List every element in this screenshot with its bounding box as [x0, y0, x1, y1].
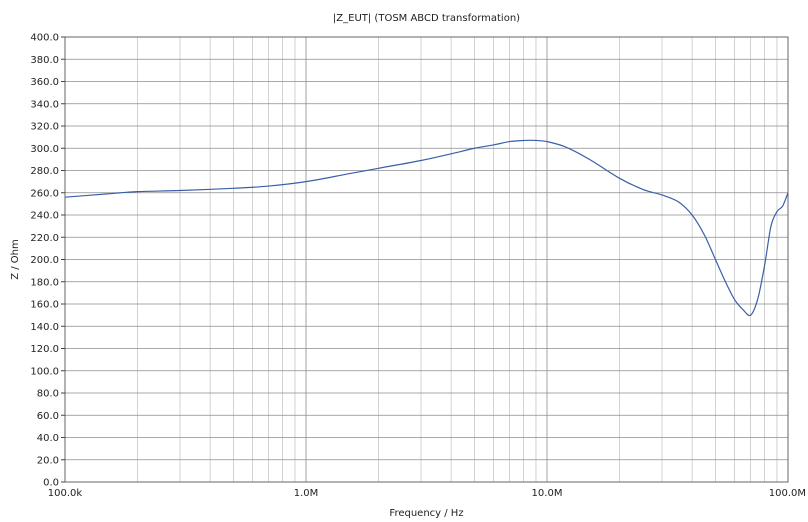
x-tick-labels: 100.0k 1.0M 10.0M 100.0M: [48, 488, 806, 499]
x-tick-label: 100.0M: [769, 488, 806, 499]
y-tick-label: 100.0: [30, 366, 59, 377]
x-axis-label: Frequency / Hz: [389, 508, 463, 519]
y-tick-label: 360.0: [30, 77, 59, 88]
y-tick-label: 380.0: [30, 55, 59, 66]
x-tick-label: 100.0k: [48, 488, 83, 499]
y-tick-label: 340.0: [30, 99, 59, 110]
chart-title: |Z_EUT| (TOSM ABCD transformation): [333, 13, 520, 24]
y-tick-label: 240.0: [30, 211, 59, 222]
y-tick-labels: 0.0 20.0 40.0 60.0 80.0 100.0 120.0 140.0 160.0 1…: [30, 33, 65, 489]
y-tick-label: 400.0: [30, 33, 59, 44]
y-tick-label: 260.0: [30, 188, 59, 199]
y-tick-label: 0.0: [43, 478, 59, 489]
y-axis-label: Z / Ohm: [10, 239, 21, 280]
x-tick-label: 10.0M: [532, 488, 563, 499]
y-tick-label: 200.0: [30, 255, 59, 266]
y-tick-label: 280.0: [30, 166, 59, 177]
y-tick-label: 180.0: [30, 277, 59, 288]
y-tick-label: 300.0: [30, 144, 59, 155]
x-tick-label: 1.0M: [294, 488, 319, 499]
y-tick-label: 80.0: [37, 389, 59, 400]
y-tick-label: 40.0: [37, 433, 59, 444]
y-tick-label: 20.0: [37, 455, 59, 466]
y-tick-label: 160.0: [30, 300, 59, 311]
series-line-z-eut: [64, 139, 789, 317]
y-tick-label: 140.0: [30, 322, 59, 333]
major-gridlines: [64, 36, 789, 483]
y-tick-label: 120.0: [30, 344, 59, 355]
y-tick-label: 220.0: [30, 233, 59, 244]
y-tick-label: 320.0: [30, 122, 59, 133]
y-tick-label: 60.0: [37, 411, 59, 422]
